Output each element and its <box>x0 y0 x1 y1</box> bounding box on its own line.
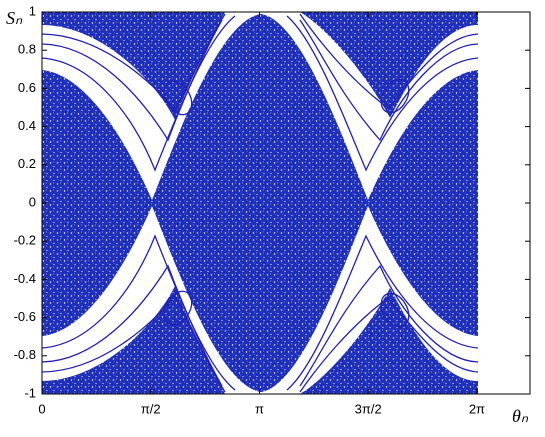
y-tick-label: 0.2 <box>18 156 36 171</box>
y-tick-label: -0.2 <box>14 233 36 248</box>
y-tick-label: 0.8 <box>18 42 36 57</box>
y-tick-label: 0 <box>29 194 36 209</box>
x-tick-label: π <box>255 401 264 416</box>
x-tick-label: π/2 <box>141 401 161 416</box>
y-tick-label: -1 <box>24 385 36 400</box>
y-tick-label: 0.6 <box>18 80 36 95</box>
y-axis-label: Sₙ <box>6 8 23 28</box>
x-tick-label: 3π/2 <box>355 401 382 416</box>
y-tick-label: -0.4 <box>14 271 36 286</box>
x-tick-label: 0 <box>38 401 45 416</box>
y-tick-label: 0.4 <box>18 118 36 133</box>
x-axis-label: θₙ <box>512 406 529 426</box>
x-tick-label: 2π <box>469 401 485 416</box>
y-tick-label: -0.6 <box>14 309 36 324</box>
y-tick-label: -0.8 <box>14 347 36 362</box>
y-tick-label: 1 <box>29 3 36 18</box>
